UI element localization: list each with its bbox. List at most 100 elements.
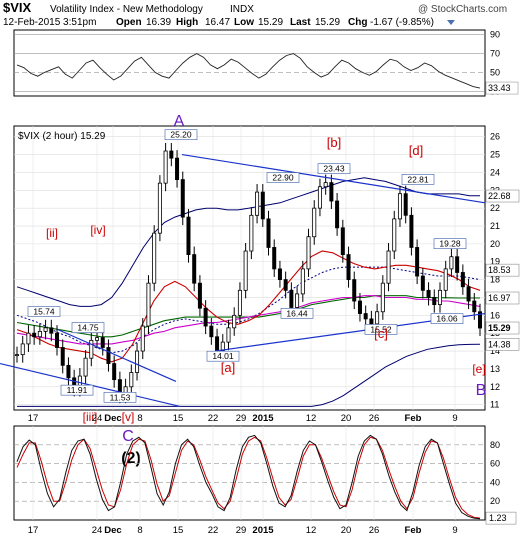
stoch-panel-frame	[13, 425, 486, 521]
right-value-label: 22.68	[488, 191, 511, 201]
exchange-text: INDX	[230, 4, 254, 15]
price-bar-body	[135, 350, 140, 373]
price-tick-label: 24	[490, 167, 500, 177]
stoch-x-tick-label: 20	[341, 525, 352, 536]
price-bar-body	[192, 254, 197, 284]
price-bar-body	[203, 307, 208, 327]
price-bar-body	[112, 363, 117, 381]
price-bar-body	[146, 282, 151, 327]
price-tick-label: 25	[490, 150, 500, 160]
price-bar-body	[163, 150, 168, 184]
price-annotations: 25.20 22.90 23.43 22.81 19.28 15.74 14.75 11.91…	[27, 113, 486, 467]
price-bar-body	[312, 207, 317, 238]
point-label-box	[27, 306, 61, 317]
right-value-box	[485, 263, 520, 277]
price-x-tick-label: 24	[92, 413, 103, 424]
price-bar-body	[152, 232, 157, 284]
low-value: 15.29	[258, 17, 283, 28]
upper-trendline	[181, 153, 486, 204]
price-bar-body	[352, 279, 357, 302]
price-bar-body	[380, 282, 385, 313]
price-grid: 11121314151617181920212223242526	[14, 126, 500, 410]
point-label: 22.81	[407, 174, 429, 184]
point-label: 14.01	[212, 351, 234, 361]
price-bar-body	[14, 354, 19, 357]
price-bar-body	[306, 236, 311, 270]
rsi-tick-label: 50	[490, 67, 500, 77]
point-label-box	[280, 308, 314, 319]
wave-label-c: [c]	[374, 326, 388, 341]
wave-label-v: [v]	[122, 410, 135, 424]
point-label-box	[164, 129, 198, 141]
open-value: 16.39	[146, 17, 171, 28]
price-bar-body	[55, 332, 60, 348]
point-label: 14.75	[77, 323, 99, 333]
price-x-tick-label: 29	[236, 413, 247, 424]
price-bar-body	[363, 313, 368, 320]
price-tick-label: 16	[490, 310, 500, 320]
wave-label-A: A	[174, 113, 185, 130]
high-value: 16.47	[205, 17, 230, 28]
price-tick-label: 18	[490, 275, 500, 285]
price-tick-label: 26	[490, 132, 500, 142]
wave-label-d: [d]	[409, 143, 423, 158]
wave-label-two: (2)	[121, 450, 141, 467]
price-bar-body	[180, 179, 185, 218]
stoch-last-box	[485, 511, 517, 525]
price-bar-body	[209, 325, 214, 338]
dotted-ma-line	[16, 266, 481, 354]
price-bar-body	[60, 347, 65, 366]
open-label: Open	[116, 17, 142, 28]
price-bar-body	[266, 218, 271, 248]
price-bar-body	[226, 327, 231, 343]
price-bar-body	[386, 250, 391, 284]
price-bar-body	[32, 332, 37, 338]
price-bar-body	[340, 227, 345, 256]
price-x-tick-label: 15	[173, 413, 184, 424]
price-bar-body	[283, 279, 288, 291]
price-bar-body	[300, 268, 305, 295]
lower-band-line	[17, 343, 481, 407]
right-value-label: 15.29	[488, 323, 511, 333]
low-label: Low	[234, 17, 254, 28]
price-tick-label: 19	[490, 257, 500, 267]
point-label: 23.43	[323, 164, 345, 174]
dropdown-arrow-icon[interactable]	[447, 20, 455, 25]
price-bar-body	[43, 327, 48, 332]
rsi-last-value: 33.43	[488, 83, 511, 93]
price-bar-body	[175, 157, 180, 180]
point-label: 16.06	[436, 314, 458, 324]
stoch-tick-label: 20	[490, 496, 500, 506]
upper-band-line	[16, 177, 480, 307]
price-legend: $VIX (2 hour) 15.29	[18, 131, 106, 142]
stoch-x-tick-label: 17	[28, 525, 39, 536]
price-bar-body	[432, 297, 437, 306]
right-value-box	[485, 291, 520, 305]
price-x-tick-label: 26	[369, 413, 380, 424]
point-label-box	[71, 322, 105, 333]
wave-label-iii: [iii]	[83, 410, 98, 424]
price-bar-body	[323, 182, 328, 188]
stoch-x-tick-label: Dec	[104, 525, 121, 536]
price-bar-body	[443, 268, 448, 291]
price-x-tick-label: 12	[306, 413, 317, 424]
stoch-x-tick-label: 22	[208, 525, 219, 536]
rsi-layer: 3050709033.43	[14, 30, 519, 96]
rsi-last-box	[485, 81, 519, 95]
stoch-x-tick-label: Feb	[405, 525, 422, 536]
point-label: 11.91	[67, 385, 88, 395]
price-bar-body	[466, 286, 471, 302]
price-bar-body	[83, 357, 88, 377]
price-bar-body	[409, 214, 414, 248]
stoch-x-tick-label: 15	[173, 525, 184, 536]
price-x-tick-label: Feb	[405, 413, 422, 424]
price-x-tick-label: Dec	[104, 413, 121, 424]
stoch-x-tick-label: 26	[369, 525, 380, 536]
high-label: High	[176, 17, 198, 28]
price-bar-body	[346, 254, 351, 281]
point-label-box	[60, 384, 94, 396]
price-bar-body	[397, 193, 402, 220]
name-text: Volatility Index - New Methodology	[50, 4, 203, 15]
stoch-layer: 20 40 60 80 1.23	[14, 426, 517, 525]
